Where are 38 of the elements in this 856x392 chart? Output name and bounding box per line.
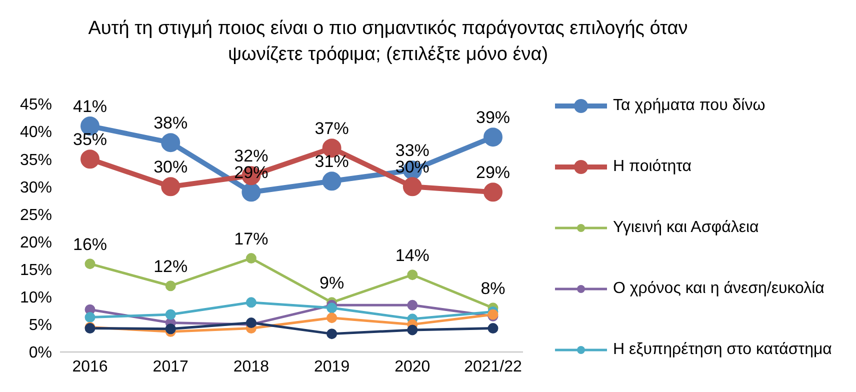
data-label: 37%: [314, 119, 349, 138]
y-tick-label: 40%: [20, 124, 52, 142]
data-label: 30%: [154, 158, 188, 177]
y-tick-label: 30%: [20, 179, 52, 196]
x-tick-label: 2019: [314, 358, 350, 376]
legend-label: Υγιεινή και Ασφάλεια: [613, 218, 760, 238]
x-tick-label: 2020: [394, 358, 430, 376]
data-label: 16%: [72, 234, 108, 254]
data-label: 31%: [314, 152, 349, 172]
legend-label: Η εξυπηρέτηση στο κατάστημα: [613, 340, 833, 360]
data-label: 9%: [320, 273, 344, 292]
y-tick-label: 35%: [20, 152, 52, 169]
x-tick-label: 2017: [152, 358, 188, 376]
data-label: 41%: [72, 97, 108, 116]
data-label: 29%: [476, 163, 510, 182]
legend-label: Τα χρήματα που δίνω: [613, 96, 766, 116]
data-label: 14%: [395, 246, 430, 265]
y-tick-label: 5%: [28, 317, 52, 334]
data-label: 38%: [154, 114, 188, 133]
x-tick-label: 2016: [72, 358, 108, 376]
x-tick-label: 2021/22: [464, 358, 522, 376]
data-label: 35%: [72, 130, 108, 150]
y-tick-label: 0%: [28, 344, 52, 362]
chart-title: Αυτή τη στιγμή ποιος είναι ο πιο σημαντικός παράγοντας επιλογής όταν ψωνίζετε τρόφιμα; (επιλέξτε μόνο ένα): [87, 17, 689, 67]
data-label: 33%: [395, 141, 430, 160]
legend-label: Ο χρόνος και η άνεση/ευκολία: [613, 279, 826, 299]
data-label: 32%: [234, 146, 268, 166]
y-tick-label: 15%: [20, 262, 52, 280]
data-label: 39%: [476, 108, 510, 128]
legend-label: Η ποιότητα: [613, 157, 692, 177]
data-label: 12%: [154, 256, 188, 276]
y-tick-label: 45%: [20, 96, 52, 114]
y-tick-label: 25%: [20, 206, 52, 224]
data-label: 17%: [234, 229, 268, 248]
y-tick-label: 10%: [20, 290, 52, 307]
data-label: 8%: [480, 278, 506, 298]
x-tick-label: 2018: [233, 358, 270, 376]
y-tick-label: 20%: [20, 234, 52, 252]
